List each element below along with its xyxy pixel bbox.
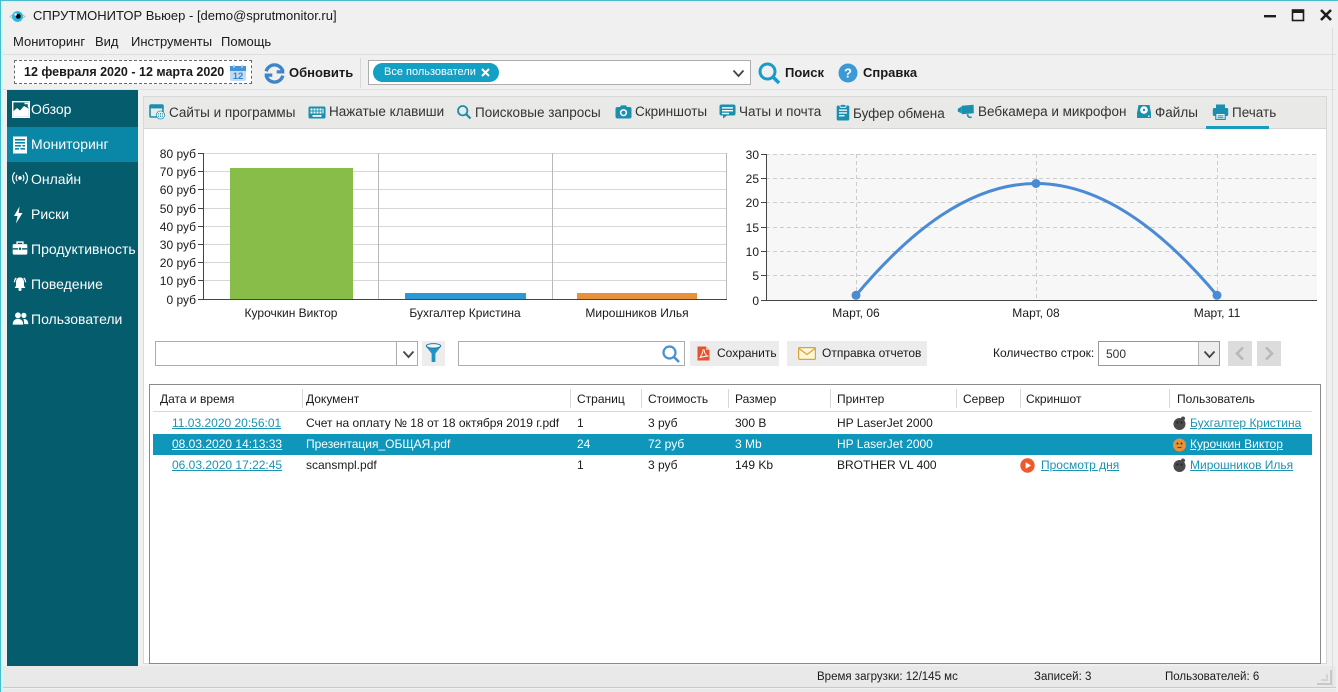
svg-text:20: 20 <box>746 196 760 210</box>
svg-text:Март, 11: Март, 11 <box>1194 306 1241 320</box>
svg-text:20 руб: 20 руб <box>160 256 196 270</box>
svg-text:30: 30 <box>746 148 760 162</box>
svg-text:12: 12 <box>233 71 244 82</box>
svg-text:Бухгалтер Кристина: Бухгалтер Кристина <box>409 306 521 320</box>
svg-text:60 руб: 60 руб <box>160 183 196 197</box>
svg-text:25: 25 <box>746 172 760 186</box>
svg-text:15: 15 <box>746 221 760 235</box>
svg-text:Март, 06: Март, 06 <box>832 306 880 320</box>
svg-text:50 руб: 50 руб <box>160 202 196 216</box>
svg-text:40 руб: 40 руб <box>160 220 196 234</box>
svg-text:Март, 08: Март, 08 <box>1012 306 1060 320</box>
svg-text:?: ? <box>844 66 852 81</box>
svg-text:Мирошников Илья: Мирошников Илья <box>585 306 688 320</box>
svg-text:Курочкин Виктор: Курочкин Виктор <box>245 306 338 320</box>
svg-text:5: 5 <box>752 269 759 283</box>
svg-text:0 руб: 0 руб <box>166 293 196 307</box>
svg-text:70 руб: 70 руб <box>160 165 196 179</box>
svg-text:10 руб: 10 руб <box>160 274 196 288</box>
svg-text:30 руб: 30 руб <box>160 238 196 252</box>
svg-text:10: 10 <box>746 245 760 259</box>
svg-text:0: 0 <box>752 294 759 308</box>
svg-text:80 руб: 80 руб <box>160 147 196 161</box>
